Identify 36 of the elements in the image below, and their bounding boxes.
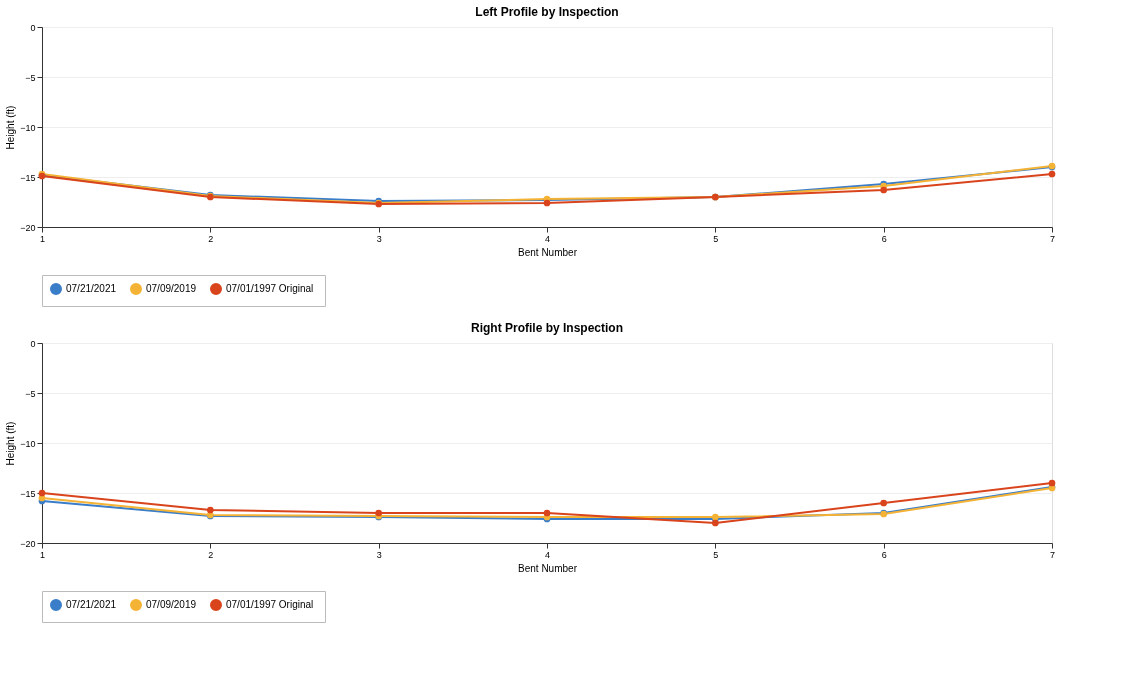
x-tick-label: 1 <box>39 549 46 560</box>
legend-label: 07/21/2021 <box>66 599 117 610</box>
x-tick-label: 7 <box>1049 549 1056 560</box>
x-axis-title: Bent Number <box>518 562 578 574</box>
y-tick-label: −15 <box>20 488 36 499</box>
y-tick-label: −20 <box>20 538 36 549</box>
x-axis-title: Bent Number <box>518 246 578 258</box>
y-tick-label: 0 <box>30 338 36 349</box>
x-tick-label: 3 <box>376 233 382 244</box>
x-tick-label: 4 <box>544 233 551 244</box>
y-tick-label: 0 <box>30 22 36 33</box>
x-tick-label: 4 <box>544 549 551 560</box>
legend-label: 07/01/1997 Original <box>226 599 314 610</box>
x-tick-label: 5 <box>713 233 719 244</box>
y-axis-title: Height (ft) <box>5 421 17 466</box>
chart-title: Right Profile by Inspection <box>470 321 624 335</box>
x-tick-label: 1 <box>39 233 46 244</box>
legend-label: 07/01/1997 Original <box>226 283 314 294</box>
x-tick-label: 2 <box>208 233 214 244</box>
legend-label: 07/09/2019 <box>146 599 197 610</box>
y-tick-label: −5 <box>25 388 36 399</box>
legend-label: 07/09/2019 <box>146 283 197 294</box>
y-axis-title: Height (ft) <box>5 105 17 150</box>
x-tick-label: 5 <box>713 549 719 560</box>
y-tick-label: −20 <box>20 222 36 233</box>
x-tick-label: 7 <box>1049 233 1056 244</box>
x-tick-label: 6 <box>881 549 887 560</box>
x-tick-label: 3 <box>376 549 382 560</box>
chart-title: Left Profile by Inspection <box>475 5 619 19</box>
x-tick-label: 2 <box>208 549 214 560</box>
y-tick-label: −10 <box>20 122 36 133</box>
legend-label: 07/21/2021 <box>66 283 117 294</box>
x-tick-label: 6 <box>881 233 887 244</box>
y-tick-label: −10 <box>20 438 36 449</box>
y-tick-label: −5 <box>25 72 36 83</box>
y-tick-label: −15 <box>20 172 36 183</box>
